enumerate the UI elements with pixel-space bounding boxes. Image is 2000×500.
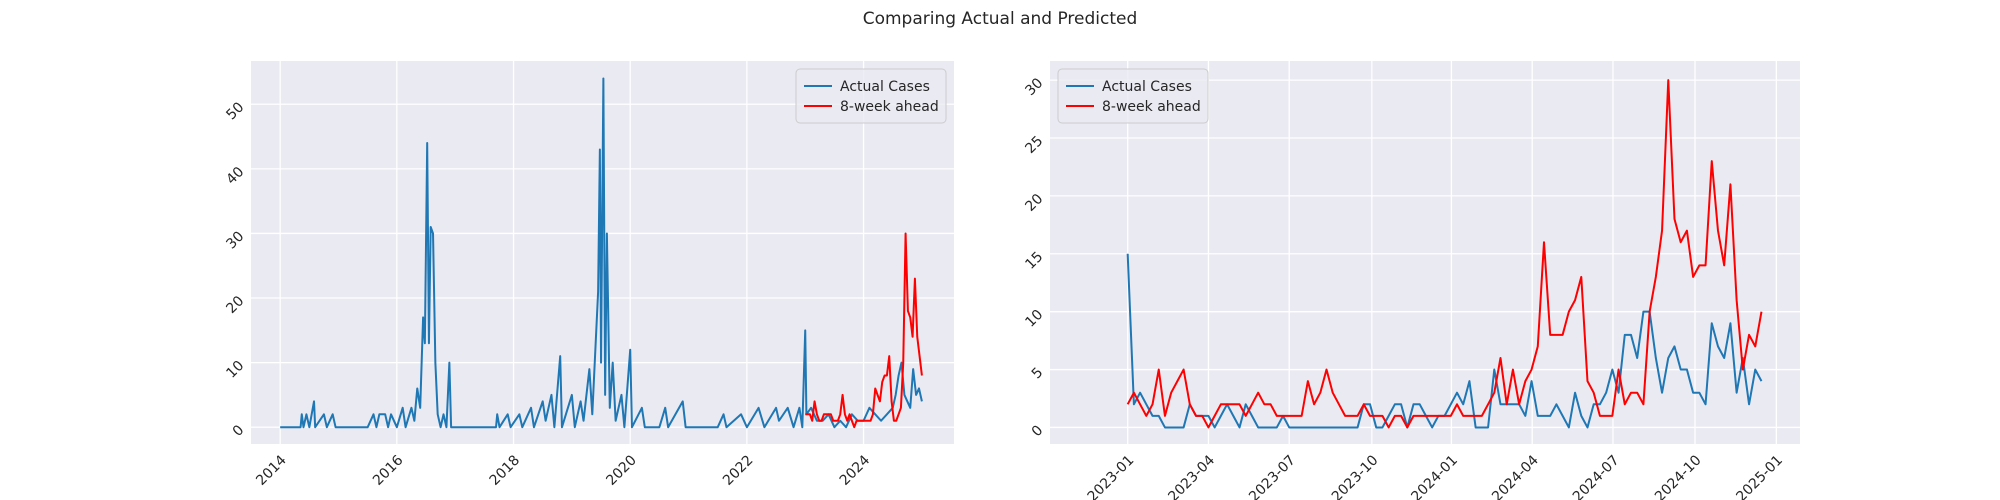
- legend: Actual Cases 8-week ahead: [1057, 68, 1209, 124]
- y-tick-label: 25: [1022, 133, 1046, 157]
- legend-box: [795, 68, 947, 124]
- y-tick-label: 10: [223, 358, 247, 382]
- x-tick-label: 2024-01: [1408, 452, 1461, 500]
- y-tick-label: 50: [223, 99, 247, 123]
- y-tick-label: 10: [1022, 307, 1046, 331]
- data-line: [280, 77, 923, 429]
- x-tick-label: 2023-04: [1165, 452, 1218, 500]
- x-tick-label: 2024-07: [1570, 452, 1623, 500]
- legend-box: [1057, 68, 1209, 124]
- y-tick-label: 0: [1029, 422, 1047, 440]
- subplot: 0 10 20 30 40 50 2014 2016 2018 2020 2022 2024 Actua…: [223, 61, 954, 489]
- x-tick-label: 2025-01: [1733, 452, 1786, 500]
- y-tick-label: 30: [1022, 75, 1046, 99]
- y-tick-label: 5: [1029, 365, 1047, 383]
- x-tick-label: 2016: [370, 452, 407, 489]
- data-line: [1126, 79, 1763, 429]
- legend-label: 8-week ahead: [1102, 99, 1201, 115]
- legend-label: 8-week ahead: [840, 99, 939, 115]
- x-tick-label: 2023-07: [1246, 452, 1299, 500]
- y-tick-label: 20: [1022, 191, 1046, 215]
- figure-title: Comparing Actual and Predicted: [863, 9, 1138, 29]
- x-tick-label: 2022: [720, 452, 757, 489]
- legend-label: Actual Cases: [1102, 79, 1192, 95]
- y-tick-label: 15: [1022, 249, 1046, 273]
- legend-label: Actual Cases: [840, 79, 930, 95]
- subplot: 0 5 10 15 20 25 30 2023-01 2023-04 2023-07 2023-10…: [1022, 61, 1800, 500]
- x-tick-label: 2023-10: [1329, 452, 1382, 500]
- y-tick-label: 0: [230, 422, 248, 440]
- x-tick-label: 2024: [837, 452, 874, 489]
- x-tick-label: 2014: [253, 452, 290, 489]
- data-line: [805, 232, 923, 429]
- legend: Actual Cases 8-week ahead: [795, 68, 947, 124]
- y-tick-label: 20: [223, 293, 247, 317]
- x-tick-label: 2020: [603, 452, 640, 489]
- x-tick-label: 2018: [487, 452, 524, 489]
- x-tick-label: 2024-04: [1489, 452, 1542, 500]
- y-tick-label: 30: [223, 228, 247, 252]
- y-tick-label: 40: [223, 164, 247, 188]
- plot-background: [1050, 61, 1800, 444]
- x-tick-label: 2023-01: [1085, 452, 1138, 500]
- x-tick-label: 2024-10: [1652, 452, 1705, 500]
